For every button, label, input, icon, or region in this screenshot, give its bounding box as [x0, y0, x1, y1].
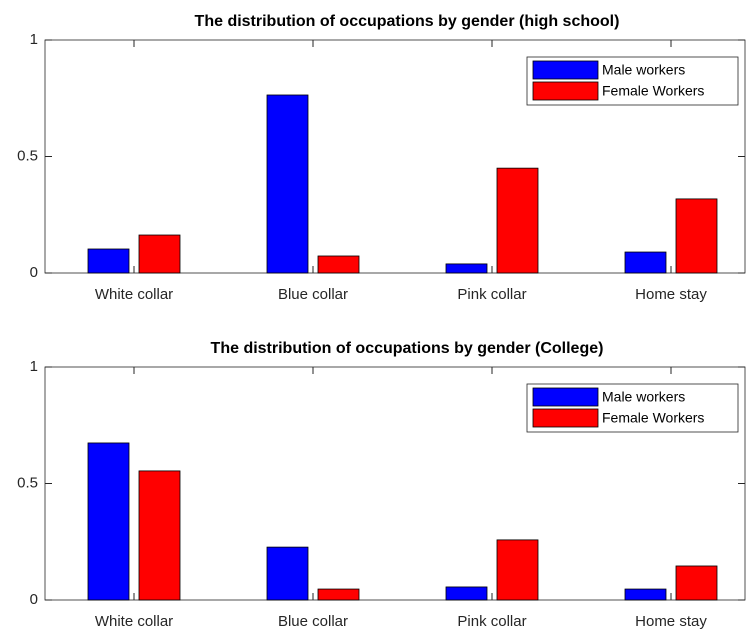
bar [624, 251, 667, 274]
bar [675, 198, 718, 274]
legend-swatch [532, 408, 599, 428]
x-tick-label: Pink collar [457, 613, 526, 630]
x-tick-label: Blue collar [278, 613, 348, 630]
y-tick-label: 1 [30, 358, 38, 375]
y-tick-label: 0 [30, 591, 38, 608]
bar [87, 442, 130, 601]
y-tick-label: 0.5 [17, 147, 38, 164]
x-tick-label: Home stay [635, 286, 707, 303]
legend-swatch [532, 387, 599, 407]
legend-swatch [532, 60, 599, 80]
legend-swatch [532, 81, 599, 101]
bar [445, 586, 488, 601]
x-tick-label: Home stay [635, 613, 707, 630]
bar [266, 546, 309, 601]
x-tick-label: Pink collar [457, 286, 526, 303]
legend-text: Female Workers [602, 83, 704, 99]
y-tick-label: 0 [30, 264, 38, 281]
x-tick-label: Blue collar [278, 286, 348, 303]
bar [266, 94, 309, 274]
bar [138, 234, 181, 274]
bar [624, 588, 667, 601]
y-tick-label: 1 [30, 31, 38, 48]
chart-title: The distribution of occupations by gende… [211, 340, 604, 357]
x-tick-label: White collar [95, 286, 173, 303]
bar [317, 255, 360, 274]
x-tick-label: White collar [95, 613, 173, 630]
chart-title: The distribution of occupations by gende… [195, 13, 620, 30]
bar [675, 565, 718, 601]
legend-text: Male workers [602, 62, 685, 78]
y-tick-label: 0.5 [17, 474, 38, 491]
legend-text: Male workers [602, 389, 685, 405]
bar [496, 539, 539, 601]
legend-text: Female Workers [602, 410, 704, 426]
bar [317, 588, 360, 601]
bar [87, 248, 130, 274]
bar [138, 470, 181, 601]
bar [496, 167, 539, 274]
bar [445, 263, 488, 274]
